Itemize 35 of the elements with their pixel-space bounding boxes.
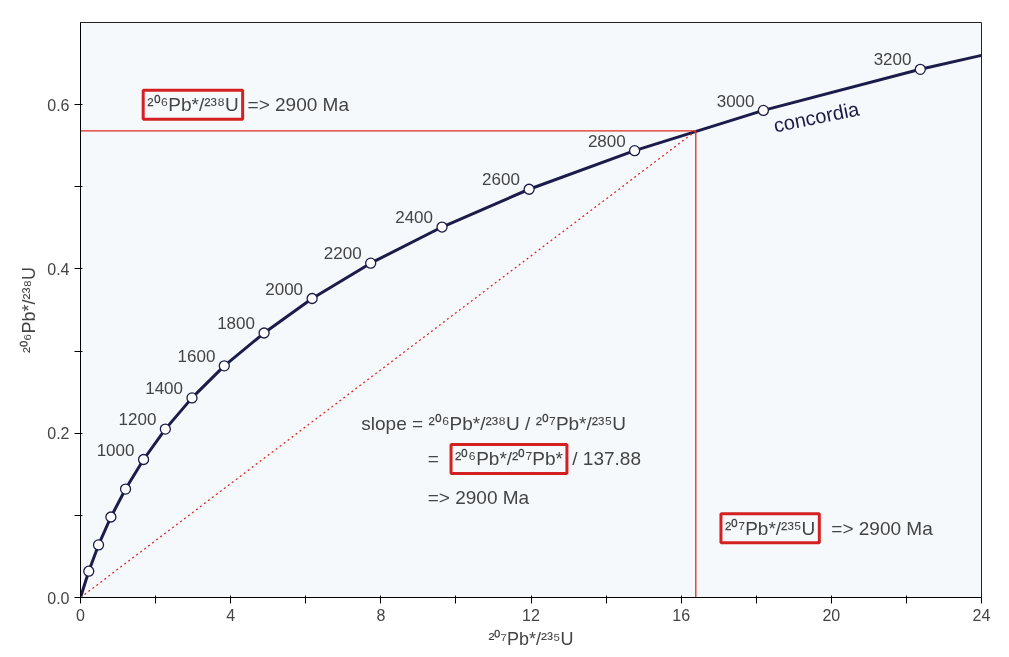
annotation: 1800 [217,313,255,333]
x-tick-label: 4 [226,606,236,624]
annotation: => 2900 Ma [831,517,934,539]
x-tick-label: 16 [672,606,691,624]
y-axis-title: ²⁰⁶Pb*/²³⁸U [19,266,40,353]
annotation: 2600 [482,170,520,190]
x-tick-label: 0 [76,606,86,624]
x-tick-label: 12 [522,606,540,624]
annotation: = [427,448,439,470]
annotation: / 137.88 [572,448,641,470]
annotation: 2200 [323,244,362,264]
annotation: => 2900 Ma [247,94,350,116]
annotation: 1600 [177,347,216,367]
annotation: 1400 [145,379,184,399]
x-axis-title: ²⁰⁷Pb*/²³⁵U [488,628,574,649]
annotation: ²⁰⁶Pb*/²⁰⁷Pb* [455,448,564,470]
y-tick-label: 0.2 [47,425,70,443]
x-tick-label: 8 [376,606,386,624]
annotation: 1000 [96,440,135,460]
annotation: 2000 [265,279,304,299]
annotation: 2400 [395,207,434,227]
y-tick-label: 0.0 [47,589,70,607]
annotation: => 2900 Ma [427,486,530,508]
annotation: ²⁰⁷Pb*/²³⁵U [724,517,816,539]
x-tick-label: 20 [822,606,841,624]
y-tick-label: 0.4 [47,260,70,278]
y-tick-label: 0.6 [47,96,70,114]
annotation: ²⁰⁶Pb*/²³⁸U [147,94,239,116]
annotation: 1200 [118,410,157,430]
x-tick-label: 24 [972,606,991,624]
annotation: slope = ²⁰⁶Pb*/²³⁸U / ²⁰⁷Pb*/²³⁵U [361,413,627,435]
annotation: 2800 [587,131,626,151]
annotation: 3200 [873,50,912,70]
text: concordia [771,97,862,137]
annotation: 3000 [716,91,755,111]
